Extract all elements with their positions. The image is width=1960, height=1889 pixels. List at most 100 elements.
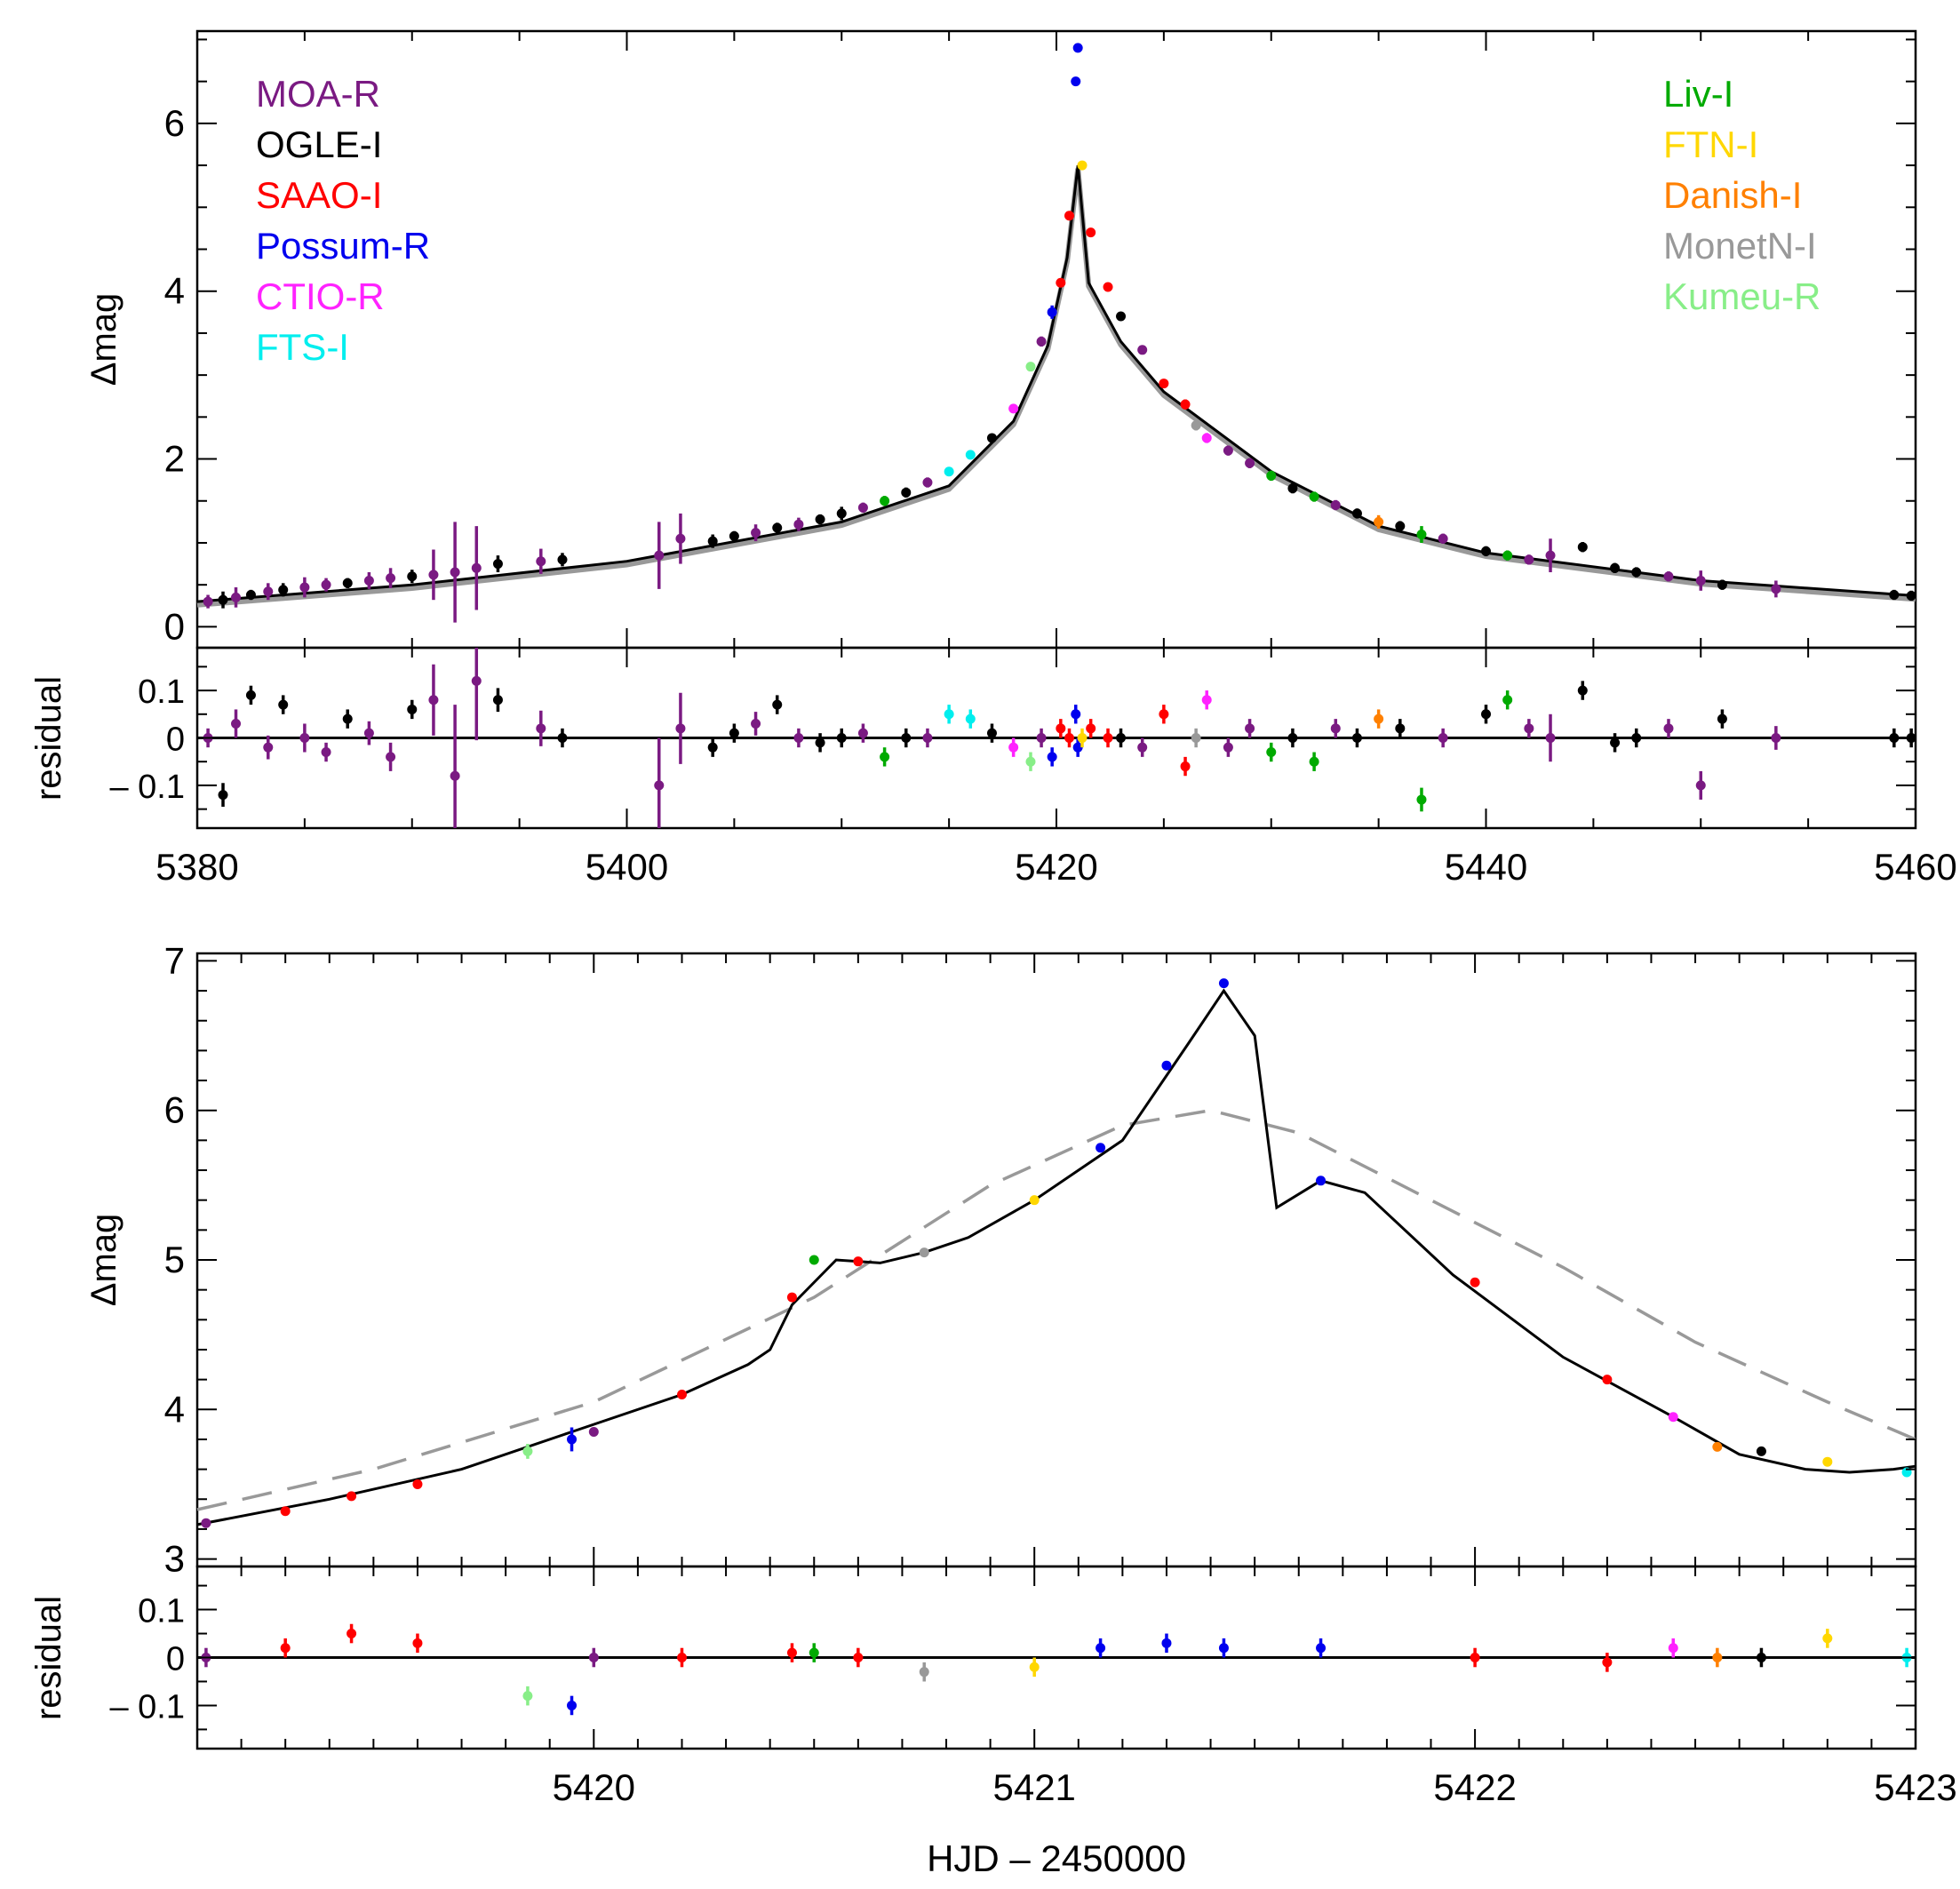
data-point xyxy=(342,578,353,588)
residual-point xyxy=(1330,719,1341,738)
x-tick-label: 5460 xyxy=(1874,846,1956,888)
bottom-plot-frame xyxy=(195,952,1917,1568)
residual-marker xyxy=(1309,756,1319,767)
residual-point xyxy=(1438,728,1448,748)
residual-point xyxy=(1756,1647,1766,1668)
data-marker xyxy=(1245,458,1255,468)
data-marker xyxy=(1330,499,1341,510)
residual-point xyxy=(880,747,890,767)
residual-marker xyxy=(1631,733,1642,743)
residual-marker xyxy=(1077,733,1088,743)
residual-marker xyxy=(751,718,761,729)
residual-point xyxy=(1663,719,1674,738)
data-marker xyxy=(1577,542,1588,553)
data-point xyxy=(450,522,460,623)
residual-point xyxy=(1502,690,1513,710)
data-marker xyxy=(1180,399,1191,410)
residual-marker xyxy=(1008,742,1019,753)
data-point xyxy=(944,466,954,477)
residual-marker xyxy=(1201,695,1212,705)
residual-point xyxy=(1116,728,1127,748)
data-marker xyxy=(280,1506,291,1517)
legend-entry: Kumeu-R xyxy=(1663,275,1821,317)
data-point xyxy=(471,526,482,610)
data-marker xyxy=(428,570,439,580)
x-tick-label: 5420 xyxy=(1015,846,1097,888)
data-marker xyxy=(342,578,353,588)
residual-marker xyxy=(815,737,825,748)
data-point xyxy=(786,1292,797,1303)
residual-marker xyxy=(1071,709,1081,720)
residual-point xyxy=(1695,770,1706,800)
legend-entry: FTN-I xyxy=(1663,124,1758,165)
bottom-data-points xyxy=(201,978,1912,1528)
residual-marker xyxy=(536,723,546,734)
bottom-residual-points xyxy=(201,1623,1912,1716)
residual-marker xyxy=(299,733,310,743)
residual-marker xyxy=(1180,761,1191,772)
data-point xyxy=(522,1444,533,1459)
residual-marker xyxy=(471,675,482,686)
data-marker xyxy=(1029,1195,1040,1206)
residual-marker xyxy=(1602,1657,1613,1668)
data-marker xyxy=(793,519,804,530)
residual-point xyxy=(965,709,976,729)
residual-marker xyxy=(1668,1643,1678,1654)
data-marker xyxy=(1071,76,1081,87)
data-point xyxy=(1771,580,1781,598)
residual-point xyxy=(342,709,353,729)
data-marker xyxy=(1663,571,1674,582)
residual-marker xyxy=(1577,685,1588,696)
residual-tick-label: – 0.1 xyxy=(109,769,185,806)
data-marker xyxy=(1116,311,1127,322)
residual-marker xyxy=(786,1647,797,1658)
data-marker xyxy=(1695,575,1706,586)
residual-point xyxy=(676,1647,687,1668)
residual-marker xyxy=(407,704,418,714)
data-point xyxy=(1056,277,1066,288)
data-point xyxy=(201,1518,211,1528)
residual-point xyxy=(1287,728,1298,748)
data-point xyxy=(751,524,761,542)
residual-point xyxy=(407,699,418,720)
bottom-residual-ylabel: residual xyxy=(29,1596,68,1720)
data-marker xyxy=(707,536,718,546)
data-marker xyxy=(492,559,503,570)
y-tick-label: 6 xyxy=(164,102,185,144)
residual-point xyxy=(450,705,460,828)
data-point xyxy=(1470,1277,1480,1287)
data-point xyxy=(986,433,997,443)
residual-marker xyxy=(231,718,242,729)
residual-marker xyxy=(347,1629,357,1639)
residual-marker xyxy=(1470,1653,1480,1662)
top-axis-ticks: 5380 5400 5420 5440 5460 0 2 4 6 0.1 0 – 0.1 xyxy=(109,31,1957,888)
residual-marker xyxy=(245,689,256,700)
bottom-xlabel: HJD – 2450000 xyxy=(927,1837,1186,1879)
data-marker xyxy=(1668,1412,1678,1423)
data-point xyxy=(299,577,310,598)
residual-marker xyxy=(880,752,890,762)
residual-point xyxy=(263,735,274,760)
data-point xyxy=(1481,546,1491,557)
data-marker xyxy=(1223,445,1233,456)
x-tick-label: 5421 xyxy=(992,1766,1075,1808)
data-point xyxy=(1524,554,1534,565)
residual-marker xyxy=(280,1643,291,1654)
residual-point xyxy=(492,688,503,713)
residual-marker xyxy=(1610,737,1621,748)
residual-marker xyxy=(1822,1633,1833,1644)
data-point xyxy=(407,570,418,584)
data-point xyxy=(1161,1060,1172,1071)
data-point xyxy=(919,1247,929,1258)
residual-marker xyxy=(1025,756,1036,767)
residual-point xyxy=(1668,1638,1678,1658)
data-point xyxy=(218,591,228,609)
data-marker xyxy=(218,594,228,605)
residual-point xyxy=(729,723,739,743)
data-marker xyxy=(386,573,396,584)
x-tick-label: 5423 xyxy=(1874,1766,1956,1808)
data-point xyxy=(1245,458,1255,468)
data-marker xyxy=(1218,978,1229,989)
residual-marker xyxy=(676,1653,687,1662)
data-point xyxy=(1064,211,1075,221)
